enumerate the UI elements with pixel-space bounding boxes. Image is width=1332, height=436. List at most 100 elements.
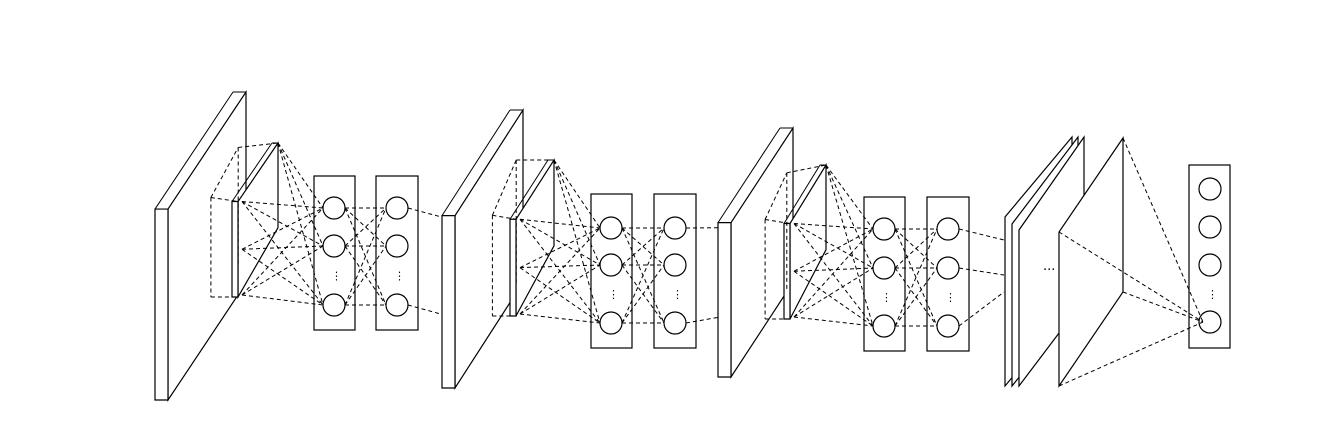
connection — [277, 142, 324, 306]
vertical-ellipsis: ⋮ — [331, 270, 342, 283]
neuron — [599, 311, 623, 335]
conv-stages: ⋮ ⋮⋮ ⋮ ⋮ ⋮ — [154, 90, 1005, 402]
neuron — [936, 217, 960, 241]
receptive-field-line — [210, 197, 239, 203]
connection — [793, 316, 874, 327]
final-feature-stack: ... — [1004, 135, 1124, 388]
vertical-ellipsis: ⋮ — [881, 291, 892, 304]
connection — [519, 218, 601, 266]
connection — [793, 228, 874, 318]
output-column: ⋮ — [1058, 137, 1231, 387]
output-neuron — [1198, 310, 1222, 334]
stage-link — [958, 267, 1005, 276]
connection — [344, 207, 387, 247]
connection — [519, 264, 601, 315]
connection — [793, 223, 874, 230]
connection — [241, 245, 324, 296]
vertical-ellipsis: ⋮ — [1207, 288, 1218, 301]
input-feature-map-3-top-edge — [717, 127, 781, 223]
output-neuron — [1198, 253, 1222, 277]
connection — [894, 228, 938, 269]
connection — [344, 245, 387, 306]
input-feature-map-3-edge — [717, 222, 732, 378]
connection — [553, 159, 601, 324]
input-feature-map-1-edge — [154, 208, 169, 401]
connection — [793, 267, 874, 318]
connection — [894, 228, 938, 327]
receptive-field-line — [210, 147, 239, 198]
connection — [621, 227, 665, 266]
connection — [519, 227, 601, 269]
conv-feature-map-3-top-edge — [783, 164, 821, 224]
connection — [793, 267, 874, 272]
neuron — [599, 216, 623, 240]
neuron — [872, 314, 896, 338]
neuron — [663, 216, 687, 240]
conv-feature-map-2-edge — [509, 218, 517, 317]
neuron — [663, 311, 687, 335]
connection — [277, 142, 324, 247]
output-neuron — [1198, 177, 1222, 201]
input-feature-map-2-edge — [441, 215, 456, 389]
connection — [519, 313, 601, 324]
vertical-ellipsis: ⋮ — [945, 291, 956, 304]
neuron — [385, 234, 409, 258]
receptive-field-line — [491, 159, 517, 216]
output-link — [1058, 321, 1204, 387]
horizontal-ellipsis: ... — [1043, 259, 1055, 274]
connection — [519, 267, 601, 324]
connection — [241, 207, 324, 296]
connection — [519, 227, 601, 315]
conv-stage-1: ⋮ ⋮ — [154, 90, 458, 402]
receptive-field-line — [492, 214, 517, 220]
connection — [793, 228, 874, 272]
output-link — [1122, 291, 1204, 323]
connection — [793, 270, 874, 327]
stage-link — [958, 291, 1005, 327]
output-link — [1122, 137, 1204, 323]
neuron — [385, 196, 409, 220]
connection — [825, 164, 874, 230]
neuron — [599, 253, 623, 277]
connection — [825, 164, 874, 269]
connection — [621, 264, 665, 324]
output-link — [1058, 231, 1204, 323]
connection — [241, 201, 324, 306]
neuron — [872, 217, 896, 241]
stage-link — [685, 314, 734, 324]
neuron — [322, 293, 346, 317]
conv-stage-3: ⋮ ⋮ — [717, 125, 1005, 380]
connection — [894, 267, 938, 327]
connection — [793, 223, 874, 327]
output-neuron — [1198, 215, 1222, 239]
connection — [241, 207, 324, 250]
connection — [621, 227, 665, 266]
neuron — [936, 256, 960, 280]
neuron — [322, 196, 346, 220]
connection — [621, 227, 665, 324]
vertical-ellipsis: ⋮ — [394, 270, 405, 283]
neuron — [872, 256, 896, 280]
connection — [344, 207, 387, 247]
conv-stage-2: ⋮ ⋮ — [441, 107, 734, 391]
stage-link — [958, 228, 1005, 241]
vertical-ellipsis: ⋮ — [608, 288, 619, 301]
neuron — [936, 314, 960, 338]
connection — [241, 294, 324, 306]
connection — [793, 223, 874, 269]
connection — [277, 142, 324, 209]
receptive-field-line — [765, 219, 791, 225]
connection — [241, 201, 324, 247]
receptive-field-line — [764, 172, 788, 220]
neuron — [322, 234, 346, 258]
connection — [553, 159, 601, 266]
neuron — [385, 293, 409, 317]
conv-feature-map-1-edge — [231, 200, 239, 298]
neuron — [663, 253, 687, 277]
connection — [519, 264, 601, 269]
connection — [241, 248, 324, 306]
input-feature-map-2-top-edge — [441, 109, 511, 216]
input-feature-map-1-top-edge — [154, 91, 234, 210]
vertical-ellipsis: ⋮ — [672, 288, 683, 301]
